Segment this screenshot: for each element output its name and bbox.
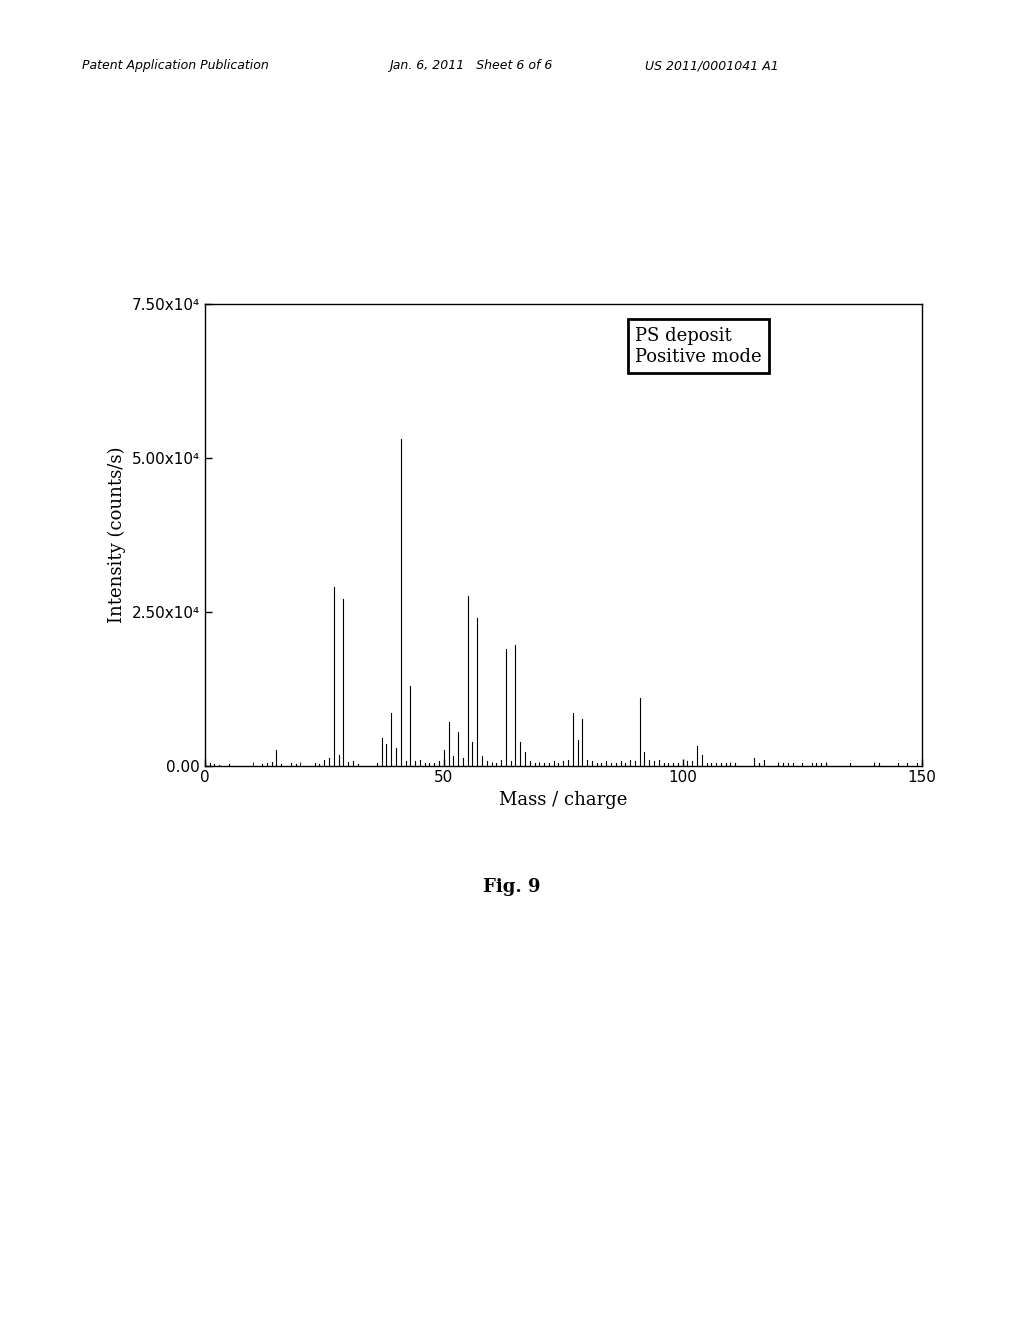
Y-axis label: Intensity (counts/s): Intensity (counts/s) (108, 446, 126, 623)
Text: Fig. 9: Fig. 9 (483, 878, 541, 896)
Text: Jan. 6, 2011   Sheet 6 of 6: Jan. 6, 2011 Sheet 6 of 6 (389, 59, 553, 73)
Text: PS deposit
Positive mode: PS deposit Positive mode (635, 327, 762, 366)
X-axis label: Mass / charge: Mass / charge (499, 791, 628, 809)
Text: US 2011/0001041 A1: US 2011/0001041 A1 (645, 59, 779, 73)
Text: Patent Application Publication: Patent Application Publication (82, 59, 268, 73)
